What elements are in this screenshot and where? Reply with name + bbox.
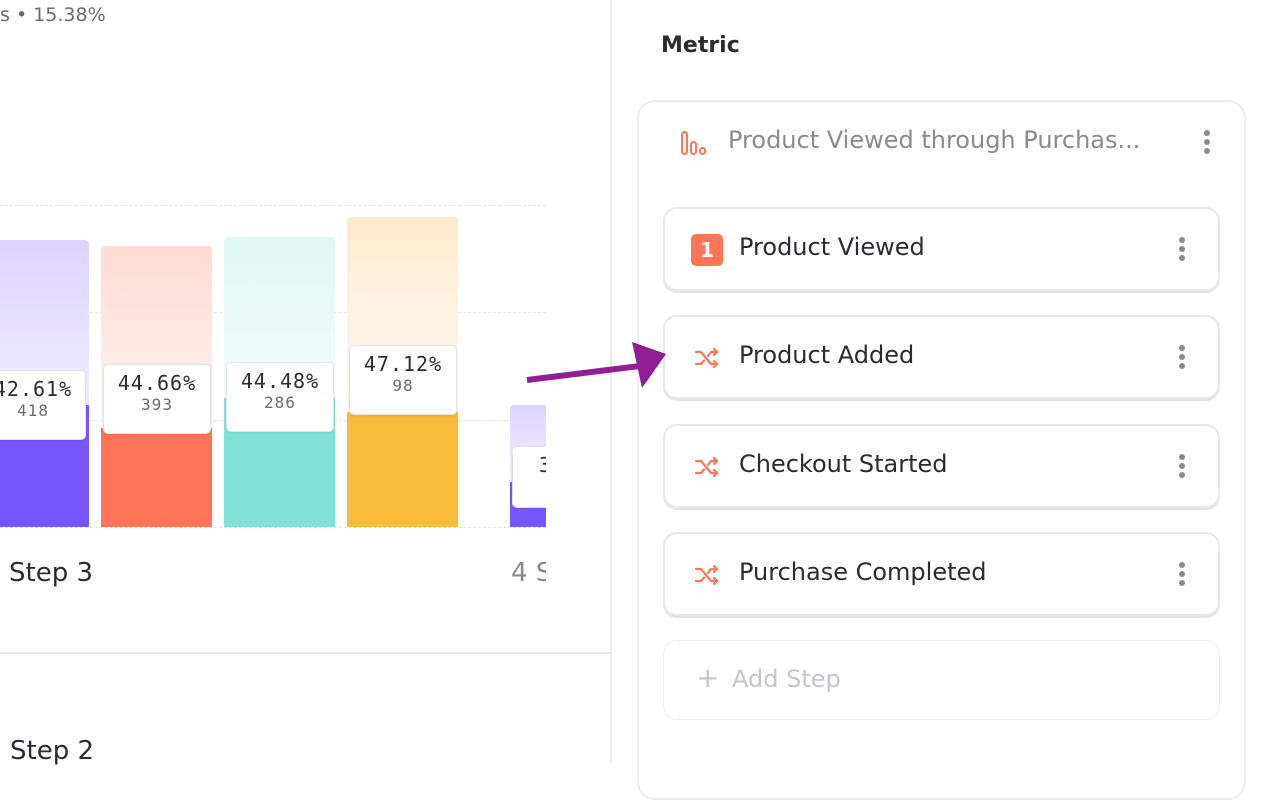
shuffle-icon	[694, 456, 719, 478]
conversion-summary: s • 15.38%	[0, 4, 106, 26]
gridline	[0, 205, 546, 206]
step-3-label: Step 3	[9, 558, 94, 588]
bar-data-label: 44.48% 286	[226, 362, 334, 432]
bar-data-label: 42.61% 418	[0, 370, 86, 440]
plus-icon: +	[696, 661, 720, 694]
funnel-chart-icon	[681, 131, 706, 155]
add-step-label: Add Step	[732, 665, 841, 693]
more-options-icon[interactable]	[1179, 562, 1185, 589]
report-name: Product Viewed through Purchas...	[728, 126, 1141, 154]
gridline	[0, 527, 546, 528]
bar-fill	[101, 428, 212, 527]
conversion-percent: 47.12%	[363, 352, 443, 376]
panel-divider[interactable]	[610, 0, 612, 762]
step-label: Purchase Completed	[739, 558, 987, 586]
shuffle-icon	[694, 347, 719, 369]
bar-data-label: 37	[512, 446, 546, 508]
section-divider	[0, 652, 610, 654]
step-label: Product Added	[739, 341, 915, 369]
more-options-icon[interactable]	[1179, 237, 1185, 264]
step-label: Checkout Started	[739, 450, 948, 478]
bar-data-label: 44.66% 393	[103, 364, 211, 434]
conversion-percent: 37	[538, 453, 546, 477]
user-count: 418	[17, 401, 49, 420]
more-options-icon[interactable]	[1179, 345, 1185, 372]
metric-step-purchase-completed[interactable]: Purchase Completed	[663, 532, 1220, 616]
user-count: 98	[392, 376, 414, 395]
user-count: 393	[141, 395, 173, 414]
step-number-badge: 1	[691, 234, 723, 266]
add-step-button[interactable]: + Add Step	[663, 640, 1220, 720]
conversion-percent: 42.61%	[0, 377, 73, 401]
user-count: 286	[264, 393, 296, 412]
step-4-label: 4 S	[511, 558, 546, 588]
bar-fill	[347, 412, 458, 527]
metric-heading: Metric	[661, 33, 740, 58]
shuffle-icon	[694, 564, 719, 586]
metric-step-product-viewed[interactable]: 1 Product Viewed	[663, 207, 1220, 291]
more-options-icon[interactable]	[1179, 454, 1185, 481]
more-options-icon[interactable]	[1204, 130, 1210, 157]
report-header[interactable]: Product Viewed through Purchas...	[680, 126, 1220, 160]
annotation-arrow	[526, 342, 666, 388]
conversion-percent: 44.66%	[117, 371, 197, 395]
bar-data-label: 47.12% 98	[349, 345, 457, 415]
metric-step-product-added[interactable]: Product Added	[663, 315, 1220, 399]
conversion-percent: 44.48%	[240, 369, 320, 393]
metric-step-checkout-started[interactable]: Checkout Started	[663, 424, 1220, 508]
step-2-label: Step 2	[10, 736, 95, 766]
step-label: Product Viewed	[739, 233, 925, 261]
